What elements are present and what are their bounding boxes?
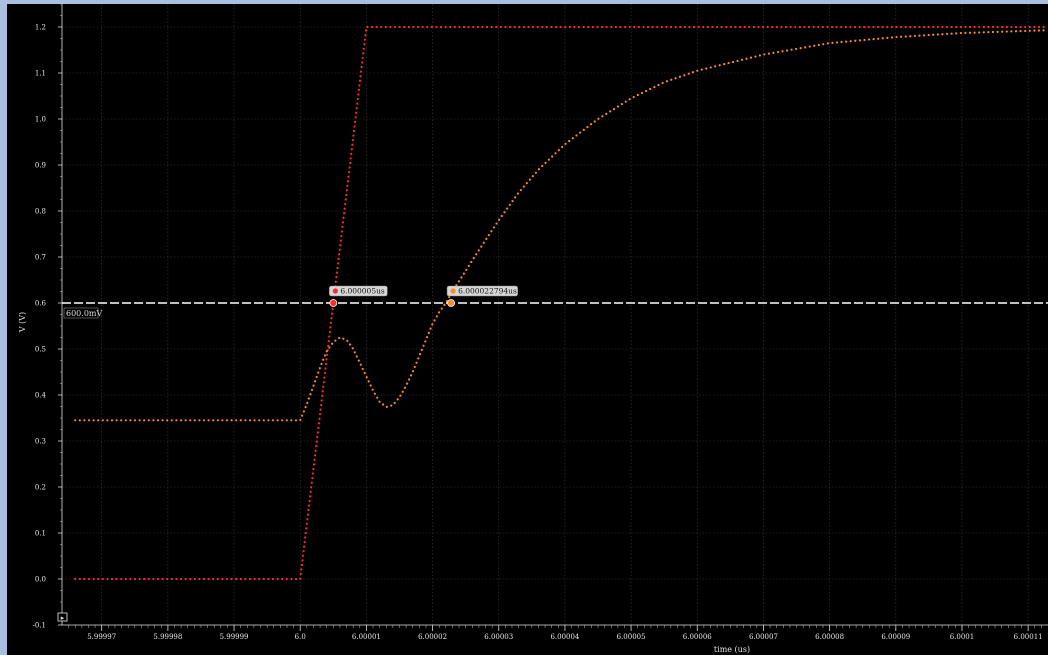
y-tick-labels: -0.1 0.0 0.1 0.2 0.3 0.4 0.5 0.6 0.7 0.8 0.9 1.0 1.1… [33,24,47,630]
marker-1-label-box[interactable] [329,285,388,297]
marker-layer[interactable]: 6.000005us 6.000022794us [329,285,518,307]
x-tick-label: 6.00003 [484,633,513,641]
x-tick-label: 5.99997 [87,633,116,641]
x-tick-label: 6.0001 [950,633,975,641]
y-tick-label: 0.1 [35,530,46,538]
x-tick-label: 6.00004 [550,633,579,641]
y-tick-label: 1.2 [35,24,46,32]
waveform-chart: -0.1 0.0 0.1 0.2 0.3 0.4 0.5 0.6 0.7 0.8 0.9 1.0 1.1… [18,4,1048,654]
x-tick-label: 6.00008 [815,633,844,641]
marker-1-swatch [332,288,338,294]
x-tick-label: 6.00002 [418,633,447,641]
y-axis-title: V (V) [18,312,27,333]
x-tick-label: 5.99999 [220,633,249,641]
series-2-trace [74,29,1048,422]
play-button[interactable]: ▸ [57,612,68,622]
grid [58,4,1048,626]
y-tick-label: 0.8 [35,208,46,216]
reference-line-layer[interactable]: 600.0mV [62,302,1048,319]
y-tick-label: 1.0 [35,116,46,124]
marker-2-swatch [450,288,456,294]
x-tick-label: 6.00007 [749,633,778,641]
y-tick-label: -0.1 [33,622,47,630]
x-tick-label: 6.0 [295,633,306,641]
marker-1-point[interactable] [329,299,338,307]
reference-line-label: 600.0mV [66,309,102,318]
y-tick-label: 0.9 [35,162,46,170]
x-tick-labels: 5.99997 5.99998 5.99999 6.0 6.00001 6.00002 6.… [87,633,1042,641]
series-layer [74,25,1048,581]
marker-2-label-box[interactable] [446,285,518,297]
y-tick-label: 0.0 [35,576,46,584]
y-tick-label: 0.4 [35,392,47,400]
x-tick-label: 5.99998 [153,633,182,641]
y-tick-label: 0.5 [35,346,46,354]
marker-2-point[interactable] [447,299,455,307]
waveform-viewer: -0.1 0.0 0.1 0.2 0.3 0.4 0.5 0.6 0.7 0.8 0.9 1.0 1.1… [7,4,1048,655]
y-tick-label: 0.6 [35,300,47,308]
marker-1-label: 6.000005us [340,287,385,296]
x-axis-title: time (us) [714,645,750,654]
x-tick-label: 6.00005 [617,633,646,641]
x-tick-label: 6.00006 [683,633,712,641]
series-1-trace [74,25,1048,581]
y-tick-label: 0.2 [35,484,46,492]
reference-line-label-box [63,307,99,319]
x-tick-label: 6.00009 [881,633,910,641]
x-ticks [62,624,1048,631]
marker-2-label: 6.000022794us [458,287,517,296]
y-tick-label: 0.3 [35,438,46,446]
y-tick-label: 0.7 [35,254,46,262]
play-icon: ▸ [61,614,65,622]
x-tick-label: 6.00011 [1014,633,1043,641]
y-tick-label: 1.1 [35,70,46,78]
x-tick-label: 6.00001 [352,633,381,641]
